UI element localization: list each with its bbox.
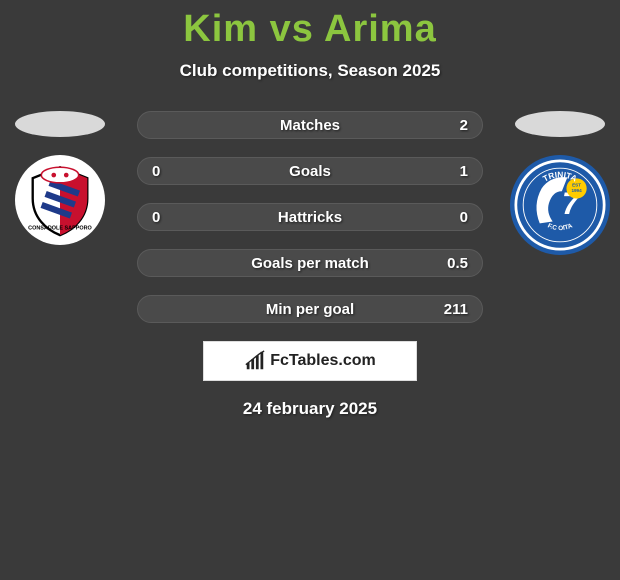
svg-text:1994: 1994 — [571, 188, 582, 193]
right-team-badge: 7 EST 1994 TRINITA F.C OITA — [510, 155, 610, 255]
stat-left-value: 0 — [152, 163, 182, 180]
shield-icon: CONSADOLE SAPPORO — [21, 161, 99, 239]
left-team-column: CONSADOLE SAPPORO — [0, 111, 120, 245]
right-ellipse-decoration — [515, 111, 605, 137]
stat-right-value: 0 — [438, 209, 468, 226]
stats-rows: Matches 2 0 Goals 1 0 Hattricks 0 Goals … — [137, 111, 483, 323]
stat-right-value: 211 — [438, 301, 468, 318]
stat-row-hattricks: 0 Hattricks 0 — [137, 203, 483, 231]
stat-label: Goals — [182, 163, 438, 180]
stat-label: Matches — [182, 117, 438, 134]
right-team-column: 7 EST 1994 TRINITA F.C OITA — [500, 111, 620, 255]
brand-label: FcTables.com — [270, 352, 376, 370]
stat-row-goals-per-match: Goals per match 0.5 — [137, 249, 483, 277]
stat-right-value: 0.5 — [438, 255, 468, 272]
svg-text:CONSADOLE SAPPORO: CONSADOLE SAPPORO — [28, 226, 92, 232]
chart-icon — [244, 350, 266, 372]
stat-row-min-per-goal: Min per goal 211 — [137, 295, 483, 323]
date-label: 24 february 2025 — [0, 399, 620, 419]
stat-left-value: 0 — [152, 209, 182, 226]
brand-box[interactable]: FcTables.com — [203, 341, 417, 381]
club-crest-icon: 7 EST 1994 TRINITA F.C OITA — [514, 159, 606, 251]
stat-right-value: 2 — [438, 117, 468, 134]
stat-label: Min per goal — [182, 301, 438, 318]
left-team-badge: CONSADOLE SAPPORO — [15, 155, 105, 245]
comparison-panel: CONSADOLE SAPPORO 7 EST 1994 TRINITA F.C… — [0, 111, 620, 419]
stat-label: Hattricks — [182, 209, 438, 226]
left-ellipse-decoration — [15, 111, 105, 137]
stat-label: Goals per match — [182, 255, 438, 272]
page-title: Kim vs Arima — [0, 0, 620, 51]
svg-text:EST: EST — [572, 183, 581, 188]
stat-row-matches: Matches 2 — [137, 111, 483, 139]
subtitle: Club competitions, Season 2025 — [0, 61, 620, 81]
stat-row-goals: 0 Goals 1 — [137, 157, 483, 185]
stat-right-value: 1 — [438, 163, 468, 180]
